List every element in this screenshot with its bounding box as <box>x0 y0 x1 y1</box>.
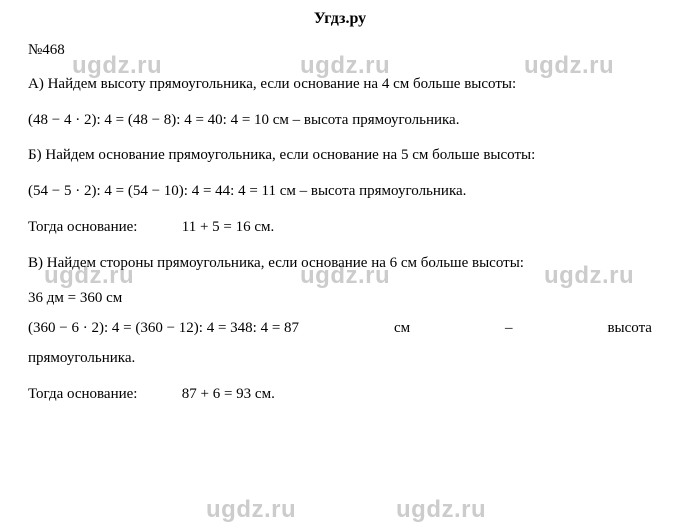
document-body: №468 А) Найдем высоту прямоугольника, ес… <box>0 28 680 405</box>
part-b-calc: (54 − 5 · 2): 4 = (54 − 10): 4 = 44: 4 =… <box>28 181 652 203</box>
watermark-text: ugdz.ru <box>206 496 296 524</box>
watermark-text: ugdz.ru <box>396 496 486 524</box>
calc-unit: см <box>394 318 410 340</box>
part-c-calc-line2: прямоугольника. <box>28 348 652 370</box>
calc-dash: – <box>505 318 513 340</box>
problem-number: №468 <box>28 40 652 62</box>
base-value: 11 + 5 = 16 см. <box>182 219 275 235</box>
part-b-intro: Б) Найдем основание прямоугольника, если… <box>28 145 652 167</box>
base-value: 87 + 6 = 93 см. <box>182 386 275 402</box>
base-label: Тогда основание: <box>28 217 178 239</box>
part-c-base: Тогда основание: 87 + 6 = 93 см. <box>28 384 652 406</box>
calc-right: высота <box>607 318 652 340</box>
part-c-intro: В) Найдем стороны прямоугольника, если о… <box>28 253 652 275</box>
site-header: Угдз.ру <box>0 0 680 28</box>
calc-left: (360 − 6 · 2): 4 = (360 − 12): 4 = 348: … <box>28 318 299 340</box>
part-a-intro: А) Найдем высоту прямоугольника, если ос… <box>28 74 652 96</box>
base-label: Тогда основание: <box>28 384 178 406</box>
part-c-convert: 36 дм = 360 см <box>28 288 652 310</box>
part-c-calc-line1: (360 − 6 · 2): 4 = (360 − 12): 4 = 348: … <box>28 318 652 340</box>
part-b-base: Тогда основание: 11 + 5 = 16 см. <box>28 217 652 239</box>
part-a-calc: (48 − 4 · 2): 4 = (48 − 8): 4 = 40: 4 = … <box>28 110 652 132</box>
